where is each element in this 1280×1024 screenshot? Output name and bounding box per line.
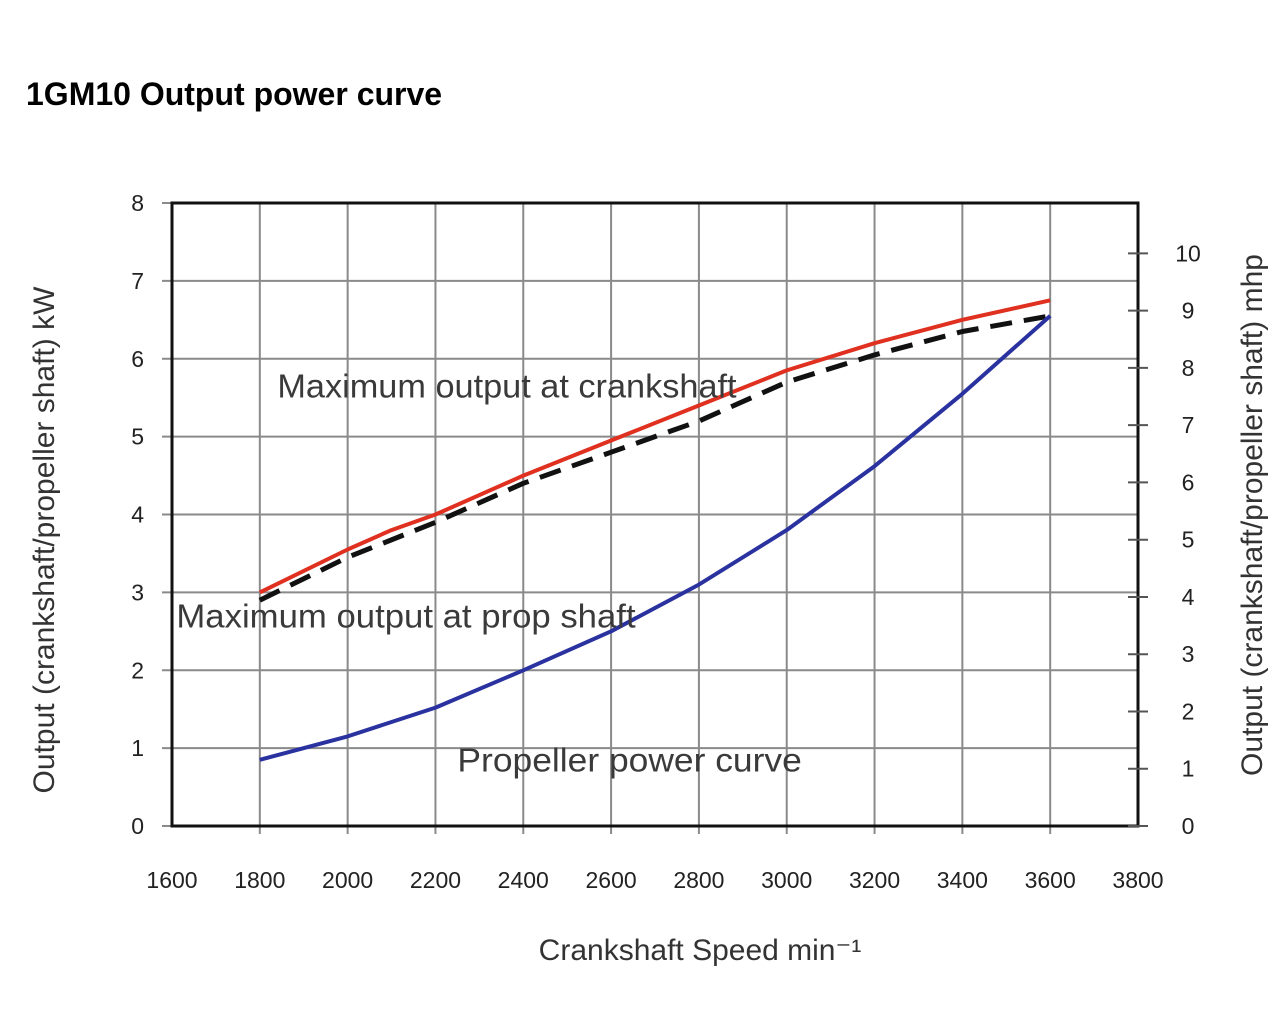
x-tick-label: 3000 — [761, 867, 812, 893]
y2-tick-label: 0 — [1182, 813, 1195, 839]
y2-tick-label: 3 — [1182, 641, 1195, 667]
x-axis-title: Crankshaft Speed min⁻¹ — [539, 934, 862, 967]
y2-tick-label: 4 — [1182, 584, 1195, 610]
x-tick-label: 3600 — [1025, 867, 1076, 893]
x-tick-label: 2800 — [673, 867, 724, 893]
series-line-propeller-power-curve — [259, 314, 1052, 762]
y-tick-label: 4 — [131, 502, 144, 528]
y2-tick-label: 9 — [1182, 298, 1195, 324]
y-tick-label: 2 — [131, 657, 144, 683]
x-tick-label: 2600 — [586, 867, 637, 893]
x-tick-label: 2000 — [322, 867, 373, 893]
annotation-label: Maximum output at crankshaft — [277, 368, 736, 405]
x-tick-label: 3800 — [1112, 867, 1163, 893]
grid — [162, 202, 1138, 834]
x-tick-label: 1600 — [146, 867, 197, 893]
y-tick-label: 3 — [131, 579, 144, 605]
series-line-maximum-output-at-crankshaft — [258, 298, 1051, 595]
y-axis-title-left: Output (crankshaft/propeller shaft) kW — [28, 286, 61, 794]
y-tick-label: 7 — [131, 268, 144, 294]
x-tick-label: 3200 — [849, 867, 900, 893]
y2-tick-label: 6 — [1182, 469, 1195, 495]
tick-labels: 1600 1800 2000 2200 2400 2600 2800 3000 3200 3400… — [131, 190, 1201, 893]
annotation-label: Propeller power curve — [457, 741, 801, 778]
x-tick-label: 3400 — [937, 867, 988, 893]
y2-tick-label: 10 — [1175, 240, 1201, 266]
series-layer — [258, 298, 1052, 762]
plot-frame — [170, 201, 1140, 828]
y-tick-label: 5 — [131, 424, 144, 450]
y-tick-label: 8 — [131, 190, 144, 216]
y2-tick-label: 1 — [1182, 756, 1195, 782]
y2-tick-label: 2 — [1182, 698, 1195, 724]
annotations: Maximum output at crankshaft Maximum outp… — [176, 368, 801, 779]
y-tick-label: 0 — [131, 813, 144, 839]
y-tick-label: 6 — [131, 346, 144, 372]
x-tick-label: 2400 — [498, 867, 549, 893]
x-tick-label: 1800 — [234, 867, 285, 893]
annotation-label: Maximum output at prop shaft — [176, 597, 635, 634]
y-tick-label: 1 — [131, 735, 144, 761]
series-line-maximum-output-at-prop-shaft — [258, 313, 1051, 603]
x-tick-label: 2200 — [410, 867, 461, 893]
chart-title: 1GM10 Output power curve — [26, 76, 443, 112]
y-axis-title-right: Output (crankshaft/propeller shaft) mhp — [1236, 254, 1269, 776]
y2-tick-label: 8 — [1182, 355, 1195, 381]
y2-tick-label: 5 — [1182, 527, 1195, 553]
y2-tick-label: 7 — [1182, 412, 1195, 438]
